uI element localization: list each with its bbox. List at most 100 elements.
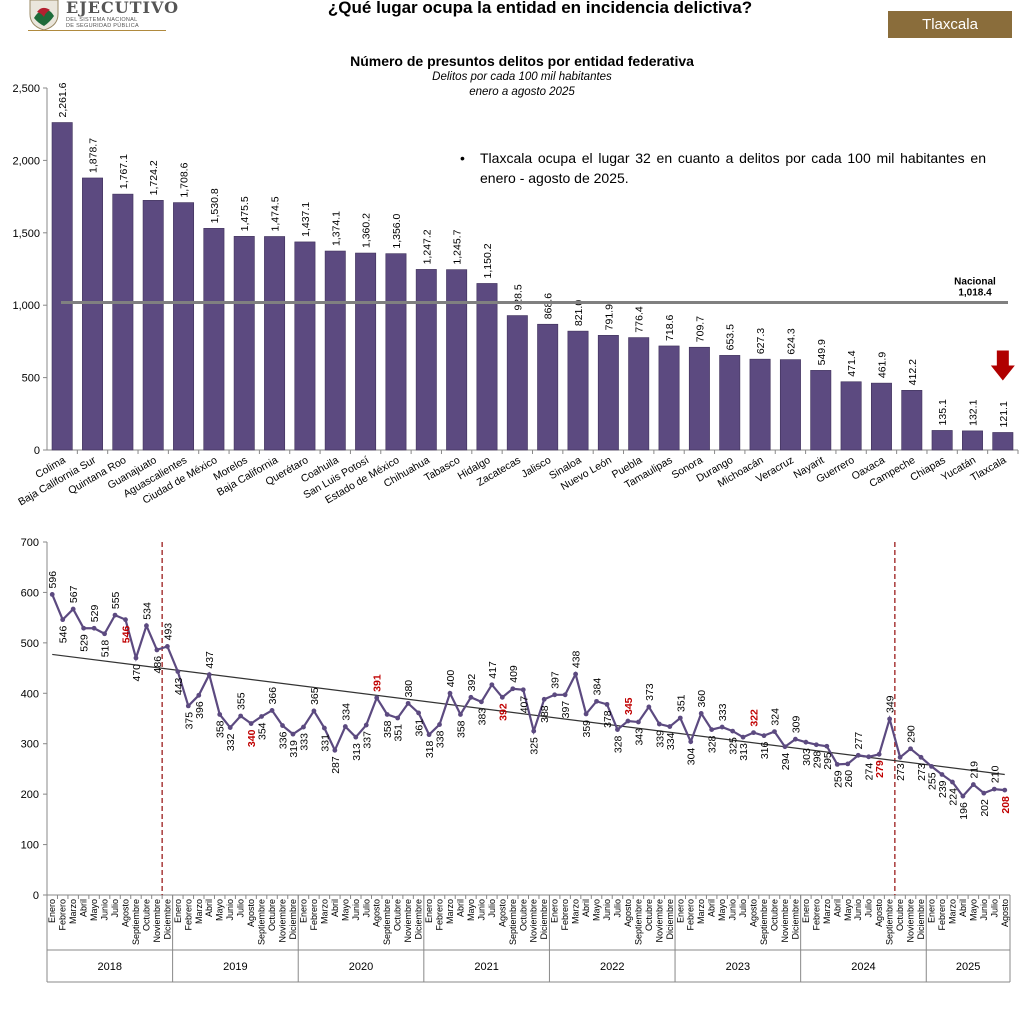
data-label: 332 — [225, 733, 237, 751]
data-label: 343 — [633, 728, 645, 746]
month-label: Agosto — [1000, 899, 1010, 927]
bar — [203, 228, 225, 451]
month-label: Enero — [801, 899, 811, 923]
data-label: 529 — [89, 605, 101, 623]
data-point — [960, 793, 966, 799]
data-point — [91, 625, 97, 631]
data-label: 208 — [1000, 796, 1012, 814]
month-label: Diciembre — [414, 899, 424, 940]
data-point — [656, 721, 662, 727]
data-label: 333 — [717, 703, 729, 721]
data-label: 196 — [958, 802, 970, 820]
month-label: Enero — [298, 899, 308, 923]
data-label: 360 — [696, 690, 708, 708]
data-point — [918, 754, 924, 760]
data-point — [782, 744, 788, 750]
series-line — [51, 594, 1005, 798]
data-point — [541, 696, 547, 702]
data-point — [834, 761, 840, 767]
data-point — [970, 782, 976, 787]
data-label: 338 — [435, 730, 447, 748]
data-point — [447, 690, 453, 696]
data-label: 384 — [592, 678, 604, 696]
month-label: Agosto — [246, 899, 256, 927]
bar-value-label: 412.2 — [907, 359, 919, 385]
data-label: 260 — [843, 770, 855, 788]
logo-subtext: DEL SISTEMA NACIONAL — [66, 17, 138, 23]
month-label: Octubre — [644, 899, 654, 931]
data-label: 273 — [916, 763, 928, 781]
data-point — [709, 727, 715, 732]
bar — [506, 315, 528, 451]
header-divider — [28, 30, 166, 31]
data-label: 351 — [393, 724, 405, 742]
y-tick-label: 300 — [21, 739, 39, 751]
data-point — [667, 724, 673, 729]
month-label: Junio — [351, 899, 361, 921]
data-label: 380 — [403, 680, 415, 698]
data-point — [688, 739, 694, 745]
y-tick-label: 2,500 — [12, 83, 40, 95]
data-label: 340 — [246, 729, 258, 747]
bar-value-label: 1,374.1 — [330, 211, 342, 246]
month-label: Diciembre — [790, 899, 800, 940]
month-label: Febrero — [811, 899, 821, 931]
bar-value-label: 776.4 — [634, 306, 646, 332]
data-label: 407 — [518, 696, 530, 714]
month-label: Enero — [926, 899, 936, 923]
data-label: 303 — [801, 748, 813, 766]
data-point — [677, 715, 683, 721]
month-label: Agosto — [121, 899, 131, 927]
data-label: 373 — [644, 683, 656, 701]
data-point — [164, 643, 170, 649]
bar — [962, 430, 983, 451]
data-label: 388 — [539, 705, 551, 723]
data-label: 255 — [926, 772, 938, 790]
data-point — [468, 694, 474, 700]
data-label: 365 — [309, 687, 321, 705]
bar — [840, 381, 862, 451]
data-point — [793, 736, 798, 742]
data-point — [950, 779, 955, 785]
data-point — [939, 772, 945, 777]
data-point — [332, 747, 338, 753]
data-point — [478, 699, 484, 705]
bar — [476, 283, 498, 451]
data-point — [259, 714, 264, 719]
data-point — [583, 711, 589, 717]
month-label: Octubre — [141, 899, 151, 931]
data-label: 309 — [790, 715, 802, 733]
data-label: 334 — [665, 732, 677, 750]
data-label: 333 — [298, 733, 310, 751]
month-label: Abril — [79, 899, 89, 917]
month-label: Abril — [204, 899, 214, 917]
data-point — [301, 724, 306, 730]
year-label: 2024 — [851, 961, 875, 973]
month-label: Octubre — [267, 899, 277, 931]
data-point — [416, 710, 421, 716]
page-title: ¿Qué lugar ocupa la entidad en incidenci… — [327, 0, 753, 17]
data-label: 331 — [319, 734, 331, 752]
data-label: 202 — [979, 799, 991, 817]
month-label: Enero — [424, 899, 434, 923]
data-label: 239 — [937, 780, 949, 798]
bar-value-label: 1,475.5 — [239, 196, 251, 231]
data-label: 375 — [183, 712, 195, 730]
bar-value-label: 1,474.5 — [270, 196, 282, 231]
y-tick-label: 2,000 — [12, 155, 40, 167]
month-label: Septiembre — [885, 899, 895, 945]
bar-value-label: 121.1 — [998, 401, 1010, 427]
bar — [688, 346, 710, 451]
month-label: Mayo — [717, 899, 727, 921]
y-tick-label: 1,000 — [12, 300, 40, 312]
bar-value-label: 821.0 — [573, 300, 585, 326]
bar — [294, 241, 316, 451]
bar-value-label: 461.9 — [876, 352, 888, 378]
bar — [658, 345, 680, 451]
data-point — [615, 727, 620, 732]
month-label: Octubre — [895, 899, 905, 931]
month-label: Abril — [330, 899, 340, 917]
data-label: 328 — [612, 735, 624, 753]
data-label: 437 — [204, 651, 216, 669]
month-label: Enero — [47, 899, 57, 923]
